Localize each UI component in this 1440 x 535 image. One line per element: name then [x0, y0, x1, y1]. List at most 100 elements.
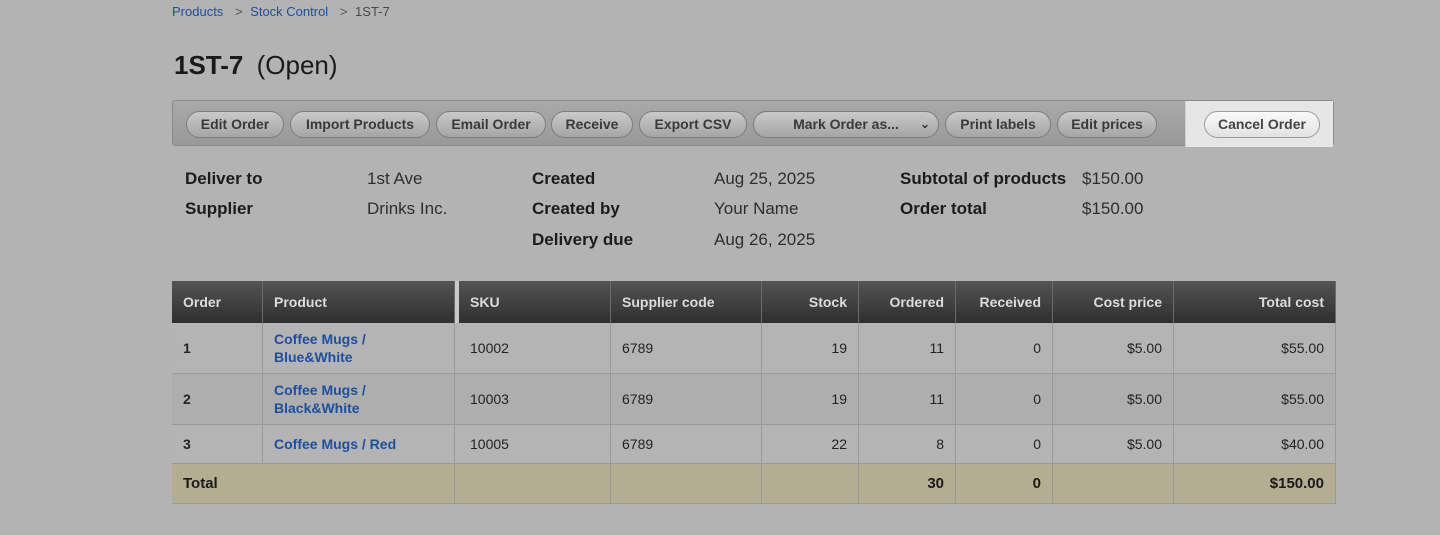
- deliver-to-value: 1st Ave: [367, 169, 423, 188]
- table-row: 2 Coffee Mugs / Black&White 10003 6789 1…: [172, 374, 1336, 425]
- column-header-received[interactable]: Received: [956, 281, 1053, 323]
- product-name-line: Coffee Mugs /: [274, 331, 366, 347]
- supplier-code-cell: 6789: [611, 323, 762, 374]
- supplier-code-cell: 6789: [611, 374, 762, 425]
- subtotal-label: Subtotal of products: [900, 169, 1067, 188]
- cost-price-cell: $5.00: [1053, 323, 1174, 374]
- created-value: Aug 25, 2025: [714, 169, 816, 188]
- product-cell: Coffee Mugs / Blue&White: [263, 323, 455, 374]
- column-divider: [455, 425, 459, 464]
- received-cell: 0: [956, 323, 1053, 374]
- product-link[interactable]: Coffee Mugs / Black&White: [274, 381, 443, 417]
- cancel-zone: Cancel Order: [1185, 101, 1333, 147]
- total-empty-cell: [1053, 464, 1174, 504]
- order-cell: 2: [172, 374, 263, 425]
- column-header-total-cost[interactable]: Total cost: [1174, 281, 1336, 323]
- total-cost-cell: $40.00: [1174, 425, 1336, 464]
- order-total-label: Order total: [900, 199, 987, 218]
- column-header-supplier-code[interactable]: Supplier code: [611, 281, 762, 323]
- mark-order-as-label: Mark Order as...: [793, 116, 899, 132]
- page-title: 1ST-7 (Open): [174, 50, 338, 81]
- product-name-line: Coffee Mugs / Red: [274, 436, 397, 452]
- ordered-cell: 8: [859, 425, 956, 464]
- breadcrumb-separator: >: [339, 4, 348, 19]
- column-divider: [455, 281, 459, 323]
- cost-price-cell: $5.00: [1053, 425, 1174, 464]
- export-csv-button[interactable]: Export CSV: [639, 111, 747, 138]
- product-cell: Coffee Mugs / Black&White: [263, 374, 455, 425]
- subtotal-value: $150.00: [1082, 169, 1144, 188]
- delivery-due-label: Delivery due: [532, 230, 634, 249]
- column-divider: [455, 374, 459, 425]
- order-details: Deliver to 1st Ave Supplier Drinks Inc. …: [172, 168, 1336, 258]
- sku-cell: 10005: [459, 425, 611, 464]
- supplier-value: Drinks Inc.: [367, 199, 448, 218]
- column-header-sku[interactable]: SKU: [459, 281, 611, 323]
- created-label: Created: [532, 169, 596, 188]
- product-name-line: Blue&White: [274, 349, 353, 365]
- total-label: Total: [172, 464, 455, 504]
- order-cell: 3: [172, 425, 263, 464]
- table-row: 3 Coffee Mugs / Red 10005 6789 22 8 0 $5…: [172, 425, 1336, 464]
- received-cell: 0: [956, 425, 1053, 464]
- created-by-value: Your Name: [714, 199, 799, 218]
- cost-price-cell: $5.00: [1053, 374, 1174, 425]
- column-header-ordered[interactable]: Ordered: [859, 281, 956, 323]
- supplier-label: Supplier: [185, 199, 254, 218]
- total-cost-sum: $150.00: [1174, 464, 1336, 504]
- total-empty-cell: [459, 464, 611, 504]
- edit-prices-button[interactable]: Edit prices: [1057, 111, 1157, 138]
- table-header-row: Order Product SKU Supplier code Stock Or…: [172, 281, 1336, 323]
- delivery-due-value: Aug 26, 2025: [714, 230, 816, 249]
- total-empty-cell: [762, 464, 859, 504]
- created-by-label: Created by: [532, 199, 620, 218]
- total-row: Total 30 0 $150.00: [172, 464, 1336, 504]
- product-name-line: Black&White: [274, 400, 360, 416]
- sku-cell: 10003: [459, 374, 611, 425]
- ordered-cell: 11: [859, 374, 956, 425]
- breadcrumb-separator: >: [234, 4, 243, 19]
- mark-order-as-select[interactable]: Mark Order as... ⌄: [753, 111, 939, 138]
- product-link[interactable]: Coffee Mugs / Blue&White: [274, 330, 443, 366]
- email-order-button[interactable]: Email Order: [436, 111, 546, 138]
- ordered-cell: 11: [859, 323, 956, 374]
- stock-cell: 19: [762, 374, 859, 425]
- receive-button[interactable]: Receive: [551, 111, 633, 138]
- sku-cell: 10002: [459, 323, 611, 374]
- column-divider: [455, 323, 459, 374]
- order-lines-table: Order Product SKU Supplier code Stock Or…: [172, 281, 1336, 504]
- stock-cell: 22: [762, 425, 859, 464]
- order-total-value: $150.00: [1082, 199, 1144, 218]
- column-header-order[interactable]: Order: [172, 281, 263, 323]
- product-link[interactable]: Coffee Mugs / Red: [274, 435, 443, 453]
- column-divider: [455, 464, 459, 504]
- total-cost-cell: $55.00: [1174, 323, 1336, 374]
- stock-cell: 19: [762, 323, 859, 374]
- import-products-button[interactable]: Import Products: [290, 111, 430, 138]
- product-name-line: Coffee Mugs /: [274, 382, 366, 398]
- order-cell: 1: [172, 323, 263, 374]
- edit-order-button[interactable]: Edit Order: [186, 111, 284, 138]
- order-code: 1ST-7: [174, 50, 244, 80]
- deliver-to-label: Deliver to: [185, 169, 263, 188]
- order-status: (Open): [256, 50, 338, 80]
- total-cost-cell: $55.00: [1174, 374, 1336, 425]
- column-header-cost-price[interactable]: Cost price: [1053, 281, 1174, 323]
- cancel-order-button[interactable]: Cancel Order: [1204, 111, 1320, 138]
- total-ordered: 30: [859, 464, 956, 504]
- order-toolbar: Edit Order Import Products Email Order R…: [172, 100, 1334, 147]
- breadcrumb-current: 1ST-7: [355, 4, 390, 19]
- product-cell: Coffee Mugs / Red: [263, 425, 455, 464]
- column-header-product[interactable]: Product: [263, 281, 455, 323]
- supplier-code-cell: 6789: [611, 425, 762, 464]
- table-row: 1 Coffee Mugs / Blue&White 10002 6789 19…: [172, 323, 1336, 374]
- chevron-down-icon: ⌄: [919, 117, 930, 131]
- print-labels-button[interactable]: Print labels: [945, 111, 1051, 138]
- breadcrumb-products-link[interactable]: Products: [172, 4, 224, 19]
- total-empty-cell: [611, 464, 762, 504]
- column-header-stock[interactable]: Stock: [762, 281, 859, 323]
- received-cell: 0: [956, 374, 1053, 425]
- breadcrumb: Products > Stock Control > 1ST-7: [172, 4, 390, 19]
- total-received: 0: [956, 464, 1053, 504]
- breadcrumb-stock-control-link[interactable]: Stock Control: [250, 4, 329, 19]
